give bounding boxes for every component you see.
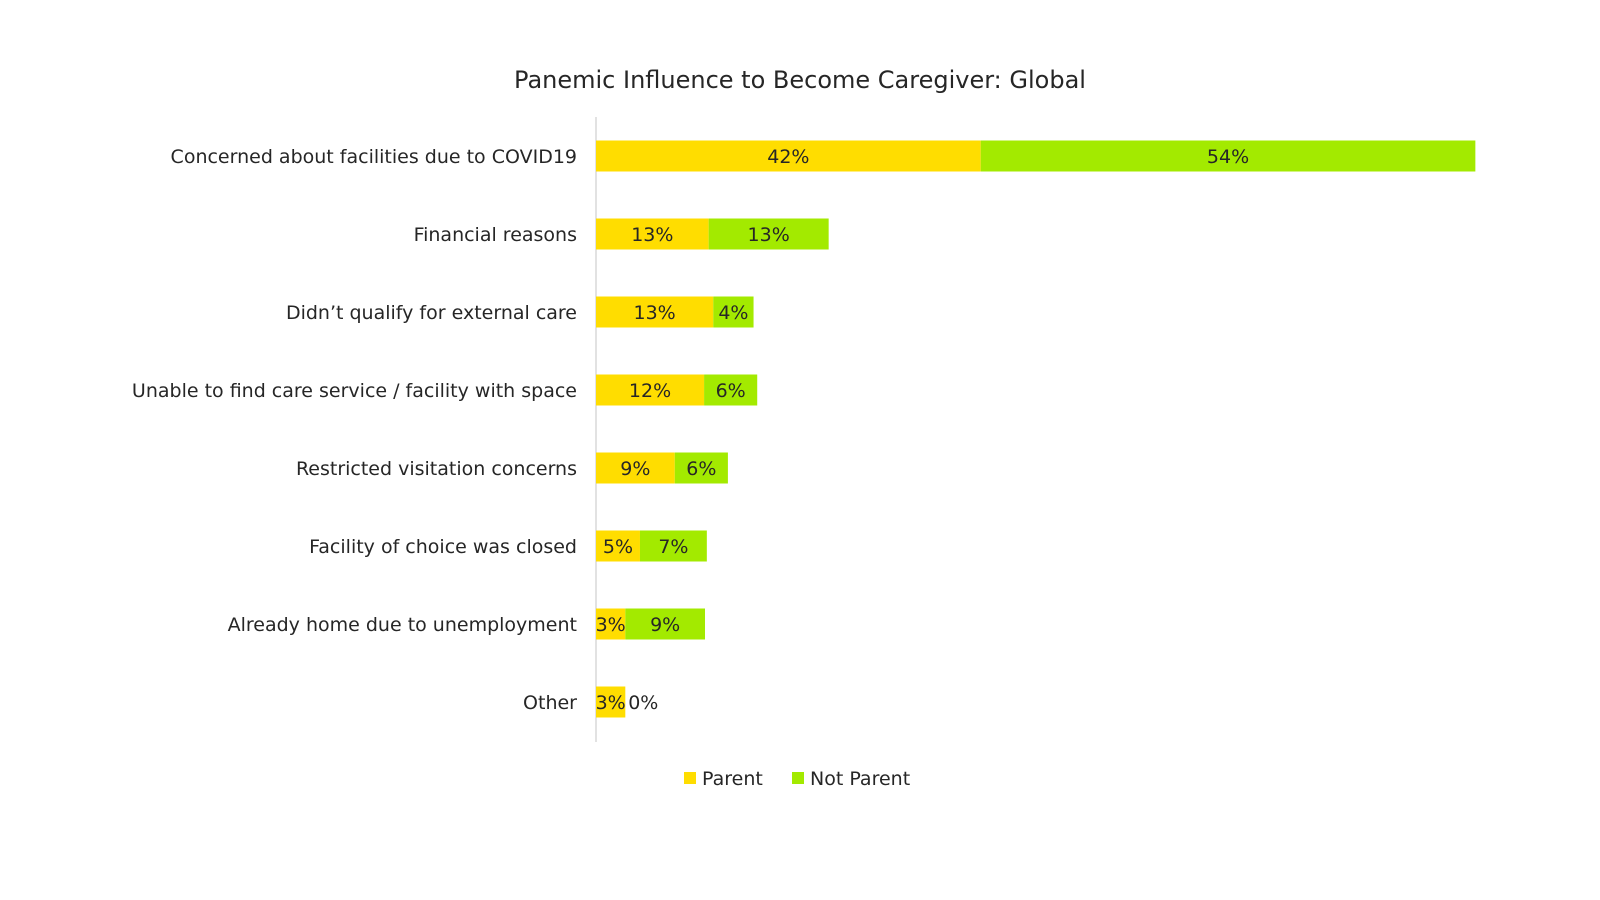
bar-not-parent <box>674 452 728 484</box>
data-label: 7% <box>658 536 688 558</box>
legend-swatch <box>684 772 696 784</box>
bar-parent <box>596 218 709 250</box>
category-label: Concerned about facilities due to COVID1… <box>171 146 577 168</box>
data-label: 12% <box>629 380 671 402</box>
bar-not-parent <box>980 140 1476 172</box>
data-label: 42% <box>767 146 809 168</box>
data-label: 6% <box>716 380 746 402</box>
data-label: 54% <box>1207 146 1249 168</box>
category-label: Already home due to unemployment <box>228 614 577 636</box>
chart-title: Panemic Influence to Become Caregiver: G… <box>514 66 1086 94</box>
legend-swatch <box>792 772 804 784</box>
data-label: 3% <box>596 692 626 714</box>
data-label: 4% <box>718 302 748 324</box>
legend-label: Not Parent <box>810 768 910 790</box>
legend-label: Parent <box>702 768 763 790</box>
bar-not-parent <box>708 218 829 250</box>
bar-parent <box>596 296 714 328</box>
category-label: Other <box>523 692 577 714</box>
data-label: 9% <box>650 614 680 636</box>
bar-parent <box>596 374 705 406</box>
bar-parent <box>596 530 640 562</box>
data-label: 3% <box>596 614 626 636</box>
data-label: 5% <box>603 536 633 558</box>
category-label: Unable to find care service / facility w… <box>132 380 577 402</box>
data-label: 13% <box>631 224 673 246</box>
category-label: Facility of choice was closed <box>309 536 577 558</box>
bar-not-parent <box>704 374 758 406</box>
bar-not-parent <box>639 530 707 562</box>
data-label: 9% <box>620 458 650 480</box>
bar-not-parent <box>713 296 754 328</box>
bar-parent <box>596 686 626 718</box>
legend: Parent Not Parent <box>684 768 910 790</box>
bar-parent <box>596 140 981 172</box>
category-label: Restricted visitation concerns <box>296 458 577 480</box>
data-label: 13% <box>748 224 790 246</box>
data-label: 6% <box>686 458 716 480</box>
bar-not-parent <box>625 608 706 640</box>
category-label: Financial reasons <box>414 224 577 246</box>
bars-layer: Concerned about facilities due to COVID1… <box>132 140 1476 718</box>
data-label: 13% <box>634 302 676 324</box>
bar-parent <box>596 608 626 640</box>
category-label: Didn’t qualify for external care <box>286 302 577 324</box>
bar-parent <box>596 452 675 484</box>
data-label: 0% <box>628 692 658 714</box>
